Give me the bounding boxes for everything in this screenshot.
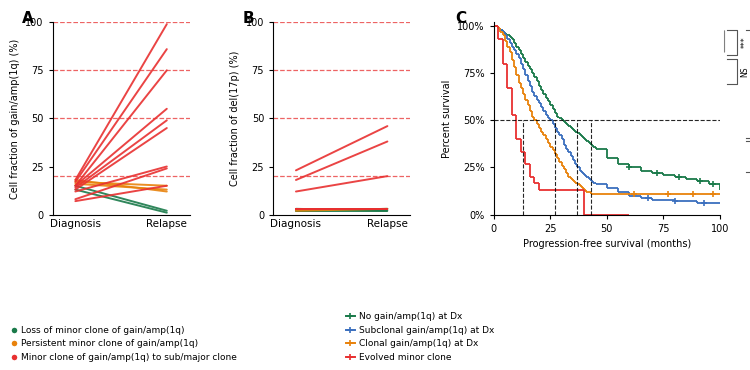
Text: ***: *** — [740, 37, 749, 48]
Legend: No gain/amp(1q) at Dx, Subclonal gain/amp(1q) at Dx, Clonal gain/amp(1q) at Dx, : No gain/amp(1q) at Dx, Subclonal gain/am… — [346, 312, 495, 362]
Text: C: C — [455, 11, 466, 26]
Text: A: A — [22, 11, 34, 26]
Y-axis label: Percent survival: Percent survival — [442, 79, 452, 158]
Text: NS: NS — [740, 66, 749, 77]
Y-axis label: Cell fraction of del(17p) (%): Cell fraction of del(17p) (%) — [230, 51, 240, 186]
X-axis label: Progression-free survival (months): Progression-free survival (months) — [523, 239, 691, 249]
Y-axis label: Cell fraction of gain/amp(1q) (%): Cell fraction of gain/amp(1q) (%) — [10, 38, 20, 199]
Legend: Loss of minor clone of gain/amp(1q), Persistent minor clone of gain/amp(1q), Min: Loss of minor clone of gain/amp(1q), Per… — [12, 326, 237, 362]
Text: B: B — [243, 11, 254, 26]
